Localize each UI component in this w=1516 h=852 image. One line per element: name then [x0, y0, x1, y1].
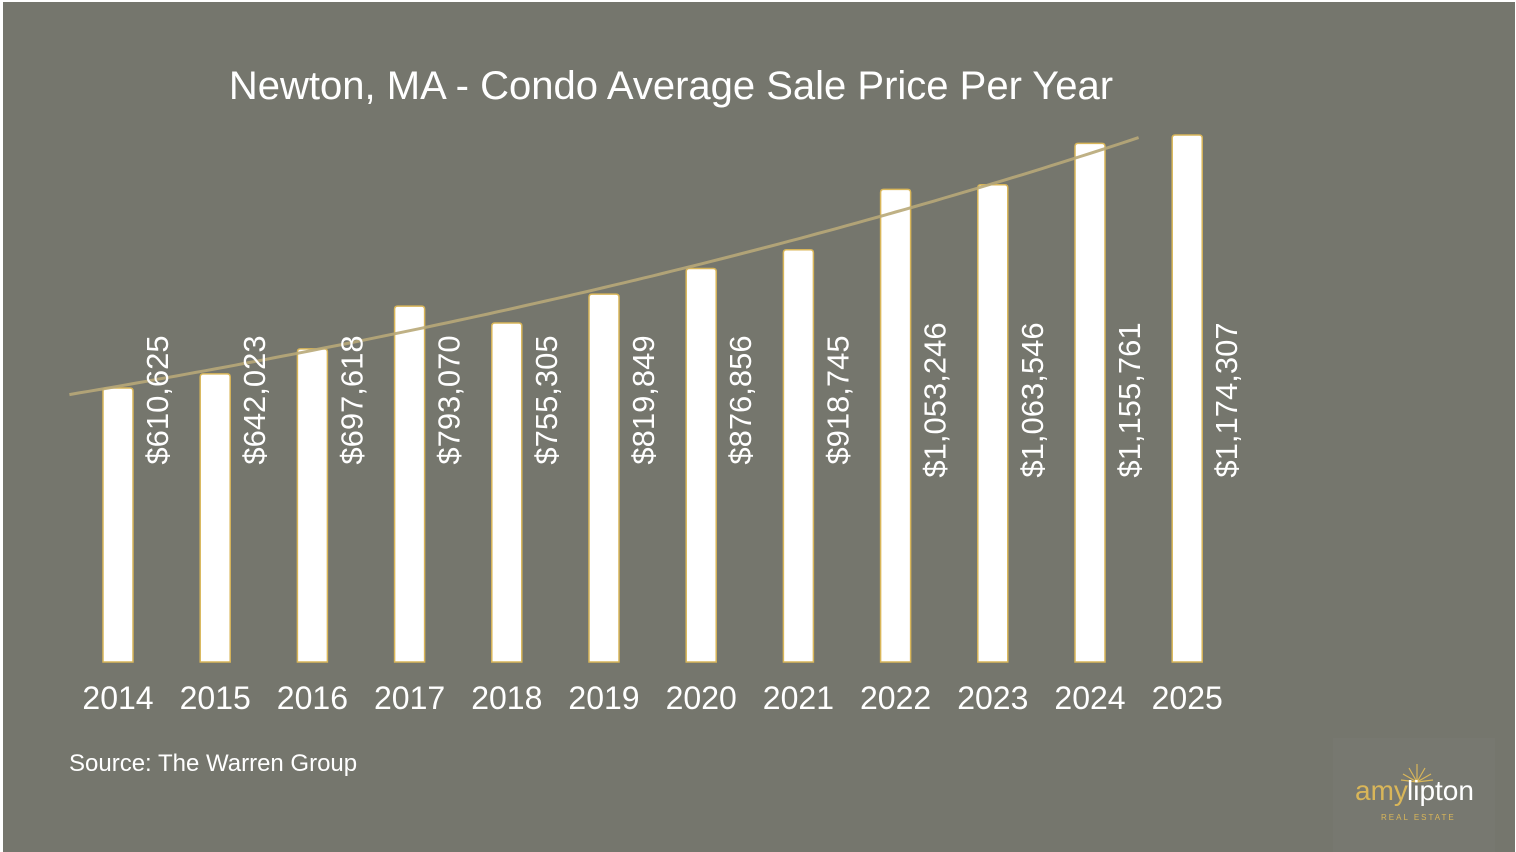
slide: Newton, MA - Condo Average Sale Price Pe… — [3, 2, 1515, 852]
bar-2016 — [296, 348, 329, 663]
x-tick-label: 2020 — [666, 680, 737, 716]
data-label: $697,618 — [334, 335, 369, 464]
data-label: $1,063,546 — [1015, 322, 1050, 477]
chart-plot: 2014 $610,625 2015 $642,023 2016 $697,618 2017… — [69, 134, 1244, 716]
bar-2021 — [782, 248, 815, 663]
x-tick-label: 2016 — [277, 680, 348, 716]
bar-2024 — [1074, 142, 1106, 663]
data-label: $1,174,307 — [1209, 322, 1244, 477]
data-label: $793,070 — [432, 335, 467, 464]
data-label: $918,745 — [820, 335, 855, 464]
bar-2019 — [588, 293, 620, 663]
source-note: Source: The Warren Group — [69, 750, 358, 777]
svg-text:REAL ESTATE: REAL ESTATE — [1381, 813, 1456, 822]
x-tick-label: 2018 — [471, 680, 542, 716]
svg-text:amy: amy — [1355, 775, 1408, 806]
bar-2020 — [685, 267, 717, 663]
svg-text:lipton: lipton — [1407, 775, 1474, 806]
data-label: $819,849 — [626, 335, 661, 464]
data-label: $1,155,761 — [1112, 322, 1147, 477]
sunburst-logo-icon: amy lipton REAL ESTATE — [1355, 764, 1474, 822]
bar-2017 — [393, 305, 426, 663]
x-tick-label: 2015 — [180, 680, 251, 716]
x-tick-label: 2022 — [860, 680, 931, 716]
data-label: $642,023 — [237, 335, 272, 464]
bar-2014 — [102, 387, 134, 663]
x-tick-label: 2024 — [1054, 680, 1125, 716]
bar-2023 — [977, 183, 1009, 663]
data-label: $1,053,246 — [918, 322, 953, 477]
data-label: $610,625 — [140, 335, 175, 464]
trendline — [69, 136, 1140, 397]
bar-2022 — [879, 188, 912, 663]
x-tick-label: 2025 — [1152, 680, 1223, 716]
data-label: $755,305 — [529, 335, 564, 464]
bar-2025 — [1171, 134, 1203, 663]
company-logo: amy lipton REAL ESTATE — [1333, 738, 1495, 852]
chart-title: Newton, MA - Condo Average Sale Price Pe… — [228, 64, 1114, 108]
data-label: $876,856 — [723, 335, 758, 464]
x-tick-label: 2021 — [763, 680, 834, 716]
x-tick-label: 2023 — [957, 680, 1028, 716]
x-tick-label: 2017 — [374, 680, 445, 716]
x-tick-label: 2019 — [568, 680, 639, 716]
bar-2015 — [199, 373, 231, 663]
x-tick-label: 2014 — [82, 680, 153, 716]
bar-2018 — [491, 322, 523, 663]
